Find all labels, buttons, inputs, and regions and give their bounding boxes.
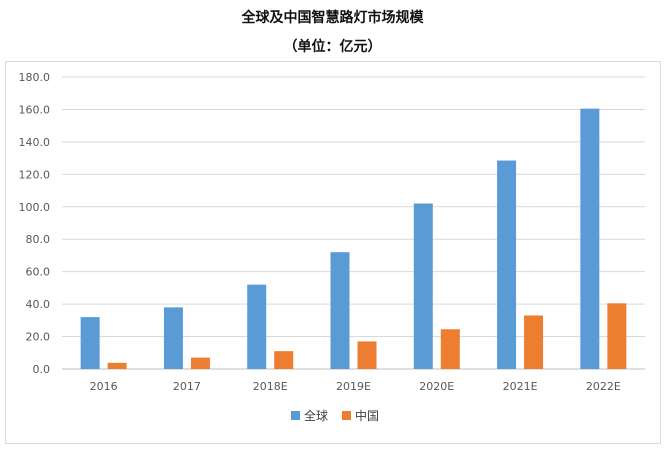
bar-china [190,357,210,369]
x-tick-label: 2019E [336,380,371,393]
x-tick-label: 2020E [419,380,454,393]
bar-global [330,252,350,369]
bar-global [580,108,600,369]
bar-global [80,317,100,369]
y-tick-label: 120.0 [19,168,51,181]
y-tick-label: 160.0 [19,103,51,116]
y-tick-label: 60.0 [26,266,51,279]
chart-subtitle: （单位：亿元） [283,39,382,55]
bar-china [357,341,377,369]
y-tick-label: 0.0 [33,363,51,376]
y-tick-label: 80.0 [26,233,51,246]
y-tick-label: 100.0 [19,201,51,214]
y-tick-label: 140.0 [19,136,51,149]
legend-label-global: 全球 [304,408,328,423]
bar-china [107,362,127,369]
x-tick-label: 2017 [173,380,201,393]
y-tick-label: 180.0 [19,71,51,84]
y-tick-label: 20.0 [26,331,51,344]
legend-label-china: 中国 [355,408,379,423]
y-tick-label: 40.0 [26,298,51,311]
bar-global [163,307,183,369]
bar-china [274,351,294,369]
x-tick-label: 2021E [503,380,538,393]
legend-swatch-china [342,411,351,420]
x-tick-label: 2022E [586,380,621,393]
chart-title: 全球及中国智慧路灯市场规模 [241,10,424,26]
bar-china [524,315,544,369]
bar-china [440,329,460,369]
bar-global [413,203,433,369]
legend-swatch-global [291,411,300,420]
x-tick-label: 2016 [90,380,118,393]
bar-global [497,160,517,369]
bar-china [607,303,627,369]
x-tick-label: 2018E [253,380,288,393]
bar-global [247,284,267,369]
